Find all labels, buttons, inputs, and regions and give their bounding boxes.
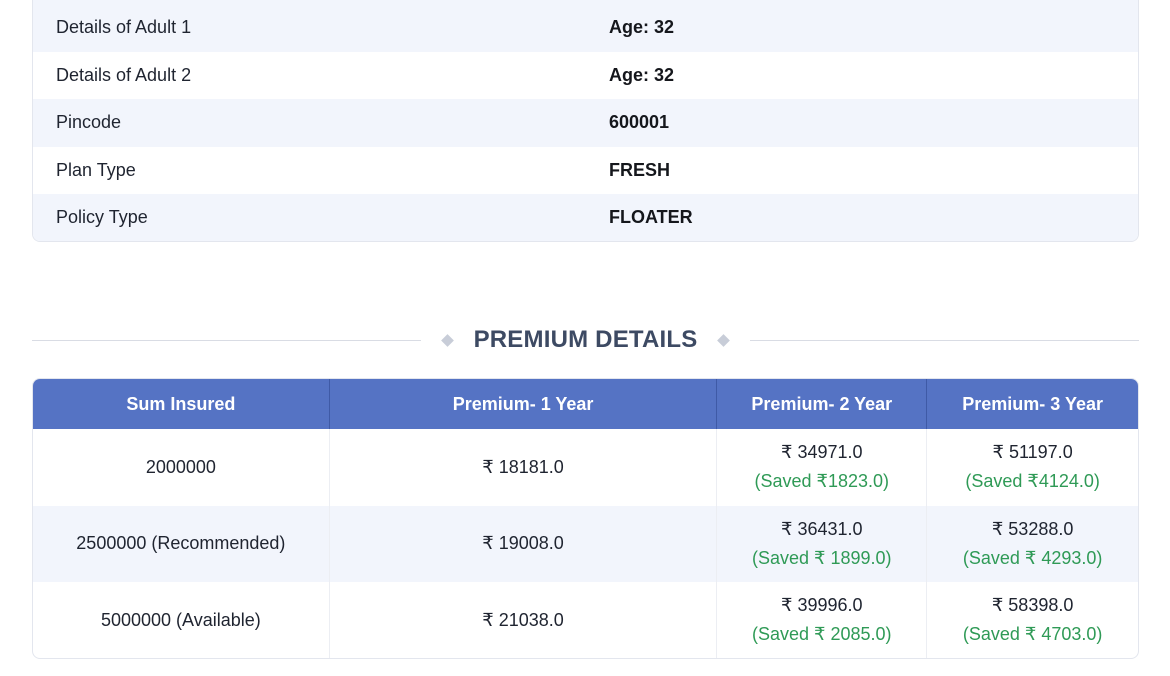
detail-label: Pincode — [56, 112, 122, 133]
sum-insured-cell: 5000000 (Available) — [33, 582, 330, 658]
premium-3-year-cell: ₹ 51197.0 (Saved ₹4124.0) — [927, 429, 1138, 506]
premium-value: ₹ 34971.0 — [781, 442, 863, 463]
premium-2-year-cell: ₹ 34971.0 (Saved ₹1823.0) — [717, 429, 928, 506]
detail-row-policy-type: Policy Type FLOATER — [33, 194, 1138, 241]
saved-amount: (Saved ₹4124.0) — [965, 471, 1100, 492]
premium-value: ₹ 51197.0 — [992, 442, 1073, 463]
detail-label: Plan Type — [56, 159, 136, 180]
table-row: 2500000 (Recommended) ₹ 19008.0 ₹ 36431.… — [33, 505, 1138, 583]
premium-value: ₹ 21038.0 — [482, 609, 564, 630]
detail-label: Policy Type — [56, 207, 148, 228]
detail-value: FLOATER — [609, 207, 693, 228]
premium-2-year-cell: ₹ 36431.0 (Saved ₹ 1899.0) — [717, 505, 928, 583]
saved-amount: (Saved ₹ 2085.0) — [752, 624, 892, 645]
table-row: 2000000 ₹ 18181.0 ₹ 34971.0 (Saved ₹1823… — [33, 429, 1138, 506]
premium-1-year-cell: ₹ 19008.0 — [330, 505, 718, 583]
premium-1-year-cell: ₹ 18181.0 — [330, 429, 718, 506]
section-title: PREMIUM DETAILS — [473, 326, 698, 353]
premium-2-year-cell: ₹ 39996.0 (Saved ₹ 2085.0) — [717, 582, 928, 658]
column-header-premium-2-year: Premium- 2 Year — [717, 379, 928, 429]
detail-value: Age: 32 — [609, 17, 675, 38]
detail-value: FRESH — [609, 159, 671, 180]
detail-row-plan-type: Plan Type FRESH — [33, 147, 1138, 195]
column-header-sum-insured: Sum Insured — [33, 379, 330, 429]
detail-label: Details of Adult 1 — [56, 17, 192, 38]
sum-insured-value: 2000000 — [145, 456, 216, 477]
premium-value: ₹ 53288.0 — [991, 518, 1074, 539]
detail-row-adult-2: Details of Adult 2 Age: 32 — [33, 52, 1138, 100]
sum-insured-cell: 2000000 — [33, 429, 330, 506]
saved-amount: (Saved ₹1823.0) — [754, 471, 890, 492]
premium-1-year-cell: ₹ 21038.0 — [330, 582, 718, 658]
table-row: 5000000 (Available) ₹ 21038.0 ₹ 39996.0 … — [33, 582, 1138, 658]
premium-value: ₹ 19008.0 — [482, 533, 564, 554]
detail-value: Age: 32 — [609, 64, 675, 85]
policy-details-card: Details of Adult 1 Age: 32 Details of Ad… — [32, 0, 1139, 242]
premium-value: ₹ 58398.0 — [991, 595, 1074, 616]
detail-label: Details of Adult 2 — [56, 64, 192, 85]
premium-table: Sum Insured Premium- 1 Year Premium- 2 Y… — [32, 378, 1139, 659]
table-header: Sum Insured Premium- 1 Year Premium- 2 Y… — [33, 379, 1138, 429]
column-header-premium-1-year: Premium- 1 Year — [330, 379, 718, 429]
premium-value: ₹ 36431.0 — [781, 518, 863, 539]
saved-amount: (Saved ₹ 4703.0) — [962, 624, 1103, 645]
sum-insured-value: 5000000 (Available) — [100, 609, 261, 630]
premium-value: ₹ 18181.0 — [482, 456, 564, 477]
detail-value: 600001 — [609, 112, 670, 133]
saved-amount: (Saved ₹ 1899.0) — [752, 547, 892, 568]
premium-3-year-cell: ₹ 53288.0 (Saved ₹ 4293.0) — [927, 506, 1138, 583]
sum-insured-cell: 2500000 (Recommended) — [33, 505, 330, 583]
diamond-icon — [717, 333, 731, 347]
column-header-premium-3-year: Premium- 3 Year — [962, 393, 1103, 414]
divider-line-left — [32, 339, 421, 341]
premium-value: ₹ 39996.0 — [781, 595, 863, 616]
diamond-icon — [440, 333, 454, 347]
detail-row-pincode: Pincode 600001 — [33, 99, 1138, 147]
divider-line-right — [750, 339, 1140, 341]
sum-insured-value: 2500000 (Recommended) — [76, 533, 286, 554]
premium-details-heading: PREMIUM DETAILS — [32, 318, 1140, 362]
premium-3-year-cell: ₹ 58398.0 (Saved ₹ 4703.0) — [927, 582, 1138, 658]
detail-row-adult-1: Details of Adult 1 Age: 32 — [33, 4, 1138, 52]
saved-amount: (Saved ₹ 4293.0) — [962, 547, 1103, 568]
details-list: Details of Adult 1 Age: 32 Details of Ad… — [33, 4, 1138, 241]
card-top-strip — [33, 0, 1138, 4]
